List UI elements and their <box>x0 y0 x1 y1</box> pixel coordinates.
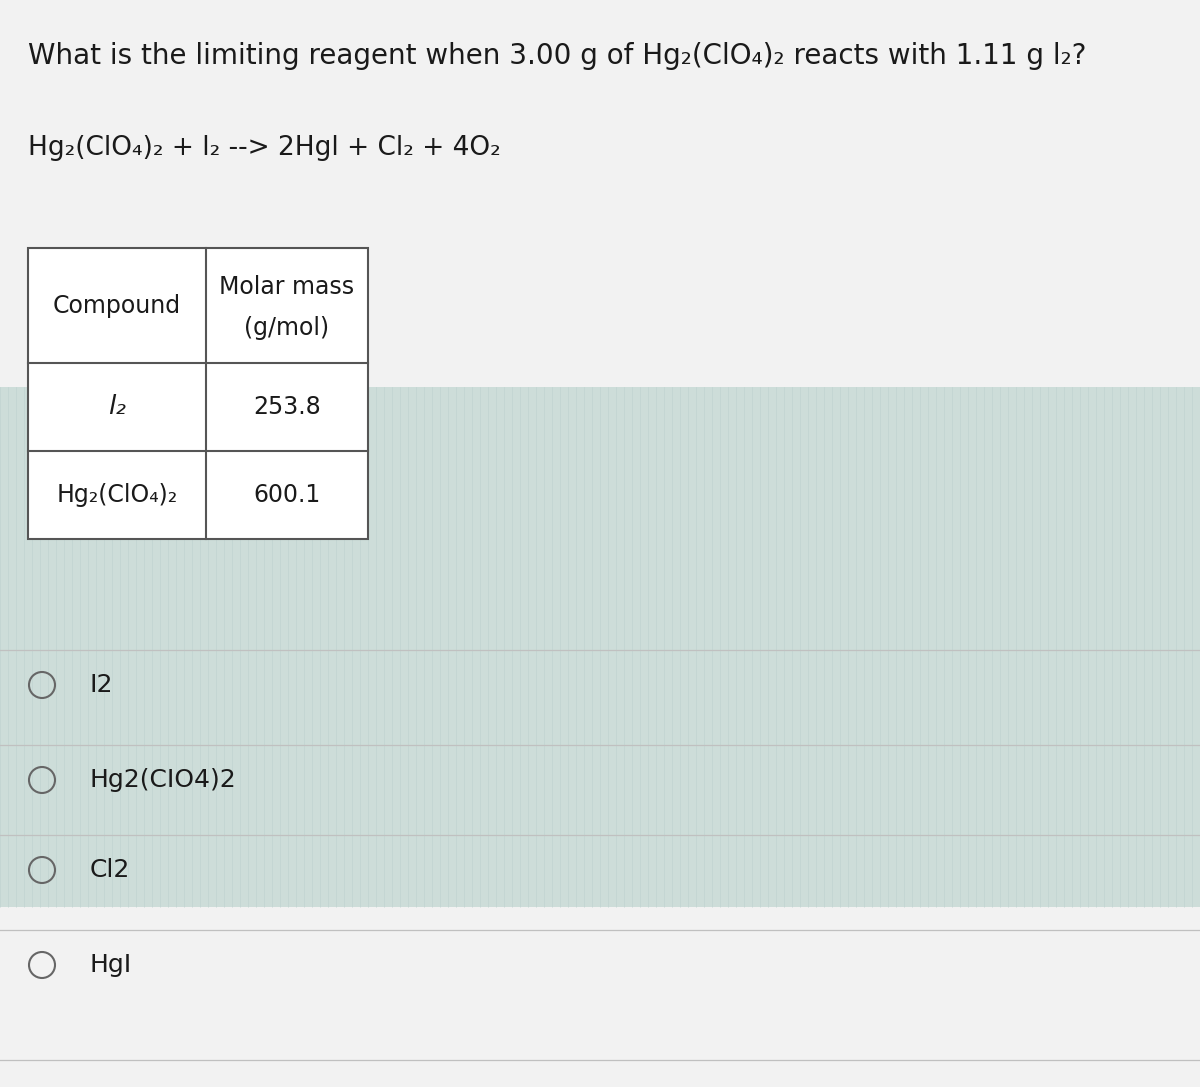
Text: I2: I2 <box>90 673 114 697</box>
Text: HgI: HgI <box>90 953 132 977</box>
Text: Molar mass: Molar mass <box>220 275 354 300</box>
Text: (g/mol): (g/mol) <box>245 315 330 339</box>
Text: Hg₂(ClO₄)₂: Hg₂(ClO₄)₂ <box>56 483 178 507</box>
Text: Cl2: Cl2 <box>90 858 131 882</box>
Text: What is the limiting reagent when 3.00 g of Hg₂(ClO₄)₂ reacts with 1.11 g l₂?: What is the limiting reagent when 3.00 g… <box>28 42 1086 70</box>
Text: Compound: Compound <box>53 293 181 317</box>
Bar <box>28 248 368 539</box>
Text: l₂: l₂ <box>108 393 126 420</box>
Bar <box>28 248 368 539</box>
Text: 600.1: 600.1 <box>253 483 320 507</box>
Text: Hg₂(ClO₄)₂ + l₂ --> 2Hgl + Cl₂ + 4O₂: Hg₂(ClO₄)₂ + l₂ --> 2Hgl + Cl₂ + 4O₂ <box>28 135 500 161</box>
Text: 253.8: 253.8 <box>253 395 320 418</box>
Bar <box>0 387 1200 907</box>
Text: Hg2(CIO4)2: Hg2(CIO4)2 <box>90 769 236 792</box>
